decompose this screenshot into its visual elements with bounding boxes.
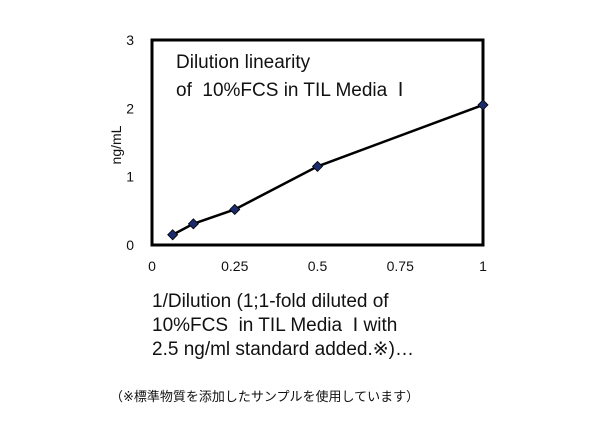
data-point-marker <box>187 218 199 230</box>
x-tick-label: 0.5 <box>308 258 328 274</box>
caption-line-1: 1/Dilution (1;1-fold diluted of <box>152 291 389 312</box>
data-point-marker <box>311 160 324 172</box>
y-tick-label: 1 <box>126 169 134 185</box>
x-tick-label: 0.25 <box>221 258 248 274</box>
footnote: （※標準物質を添加したサンプルを使用しています） <box>110 390 420 405</box>
x-tick-label: 0 <box>148 258 156 274</box>
caption-line-3: 2.5 ng/ml standard added.※)… <box>152 339 415 360</box>
y-tick-label: 2 <box>126 100 134 116</box>
caption-line-2: 10%FCS in TIL Media Ⅰ with <box>152 315 398 336</box>
data-point-marker <box>477 99 489 111</box>
data-point-marker <box>229 203 241 216</box>
y-tick-label: 0 <box>126 237 134 253</box>
x-tick-label: 1 <box>479 258 487 274</box>
plot-frame <box>150 38 485 247</box>
x-axis-caption: 1/Dilution (1;1-fold diluted of 10%FCS i… <box>152 290 414 362</box>
chart-title-line-2: of 10%FCS in TIL Media Ⅰ <box>176 80 403 101</box>
chart: Dilution linearity of 10%FCS in TIL Medi… <box>108 32 489 274</box>
chart-title-line-1: Dilution linearity <box>176 52 311 73</box>
data-point-marker <box>167 229 179 241</box>
y-axis-label: ng/mL <box>108 125 124 164</box>
y-tick-label: 3 <box>126 32 134 48</box>
x-tick-label: 0.75 <box>387 258 414 274</box>
